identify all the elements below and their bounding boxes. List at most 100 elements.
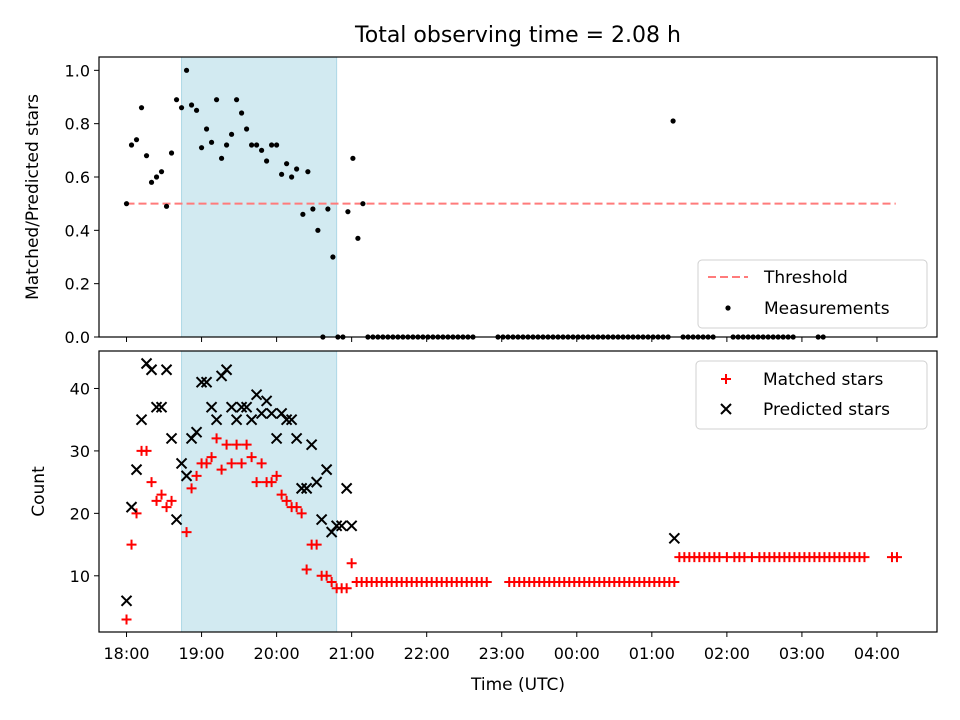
measurement-point: [284, 161, 290, 167]
measurement-point: [360, 201, 366, 207]
measurement-point: [330, 254, 336, 260]
matched-star-point: [156, 489, 167, 500]
predicted-star-point: [265, 407, 278, 420]
predicted-star-point: [150, 401, 163, 413]
predicted-star-point: [240, 401, 253, 413]
measurement-point: [158, 169, 165, 175]
matched-star-point: [891, 552, 902, 563]
measurement-point: [198, 145, 205, 151]
measurement-point: [238, 110, 245, 116]
x-tick-label: 20:00: [254, 644, 300, 663]
predicted-star-point: [180, 470, 193, 482]
predicted-star-point: [305, 438, 318, 451]
matched-star-point: [221, 439, 232, 450]
measurement-point: [213, 97, 220, 103]
measurement-point: [350, 155, 356, 161]
x-tick-label: 02:00: [704, 644, 750, 663]
y-tick-label: 0.4: [65, 221, 90, 240]
matched-star-point: [166, 495, 177, 506]
legend-predicted-swatch: [720, 403, 732, 415]
matched-star-point: [186, 483, 197, 494]
matched-star-point: [301, 564, 312, 575]
matched-star-point: [669, 577, 680, 588]
legend-measurements-label: Measurements: [764, 299, 890, 319]
predicted-star-point: [340, 482, 353, 495]
predicted-star-point: [175, 457, 188, 470]
matched-star-point: [276, 489, 287, 500]
predicted-star-point: [210, 413, 223, 426]
predicted-star-point: [130, 463, 143, 476]
y-tick-label: 1.0: [65, 61, 90, 80]
measurement-point: [183, 67, 190, 73]
predicted-star-point: [190, 426, 203, 438]
predicted-star-point: [200, 376, 213, 388]
measurement-point: [223, 142, 230, 148]
predicted-star-point: [220, 364, 233, 376]
axes-frame: [98, 350, 938, 633]
measurement-point: [325, 206, 331, 212]
measurement-point: [305, 169, 311, 175]
predicted-star-point: [125, 501, 138, 513]
predicted-star-point: [165, 432, 178, 445]
matched-star-point: [241, 439, 252, 450]
y-axis-label: Count: [29, 466, 49, 517]
predicted-star-point: [300, 482, 313, 495]
matched-star-point: [161, 502, 172, 513]
legend-measurements-swatch: [725, 305, 731, 311]
predicted-star-point: [250, 389, 263, 401]
measurement-point: [243, 126, 250, 132]
measurement-point: [345, 209, 351, 215]
measurement-point: [173, 97, 180, 103]
matched-star-point: [266, 477, 277, 488]
matched-star-point: [121, 614, 132, 625]
measurement-point: [253, 142, 260, 148]
x-tick-label: 18:00: [103, 644, 149, 663]
y-tick-label: 0.0: [65, 328, 90, 347]
matched-star-point: [131, 508, 142, 519]
predicted-star-point: [345, 520, 358, 532]
measurement-point: [289, 174, 295, 180]
predicted-star-point: [160, 364, 173, 376]
matched-star-point: [246, 452, 257, 463]
legend-matched-label: Matched stars: [763, 370, 883, 390]
measurement-point: [300, 211, 306, 217]
y-tick-label: 10: [70, 567, 90, 586]
matched-star-point: [311, 539, 322, 550]
predicted-star-point: [205, 401, 218, 413]
matched-star-point: [181, 527, 192, 538]
predicted-star-point: [230, 413, 243, 426]
axes-frame: [98, 56, 938, 338]
predicted-star-point: [120, 595, 133, 607]
predicted-star-point: [195, 376, 208, 388]
predicted-star-point: [315, 513, 328, 526]
x-tick-label: 21:00: [329, 644, 375, 663]
predicted-star-point: [290, 432, 303, 445]
matched-star-point: [481, 577, 492, 588]
measurement-point: [128, 142, 135, 148]
x-tick-label: 22:00: [404, 644, 450, 663]
measurement-point: [193, 107, 200, 113]
measurement-point: [264, 158, 270, 164]
matched-star-point: [231, 439, 242, 450]
predicted-star-point: [320, 463, 333, 476]
measurement-point: [310, 206, 316, 212]
matched-star-point: [211, 433, 222, 444]
predicted-star-point: [170, 513, 183, 526]
x-tick-label: 03:00: [779, 644, 825, 663]
legend-threshold-label: Threshold: [763, 268, 848, 288]
measurement-point: [294, 166, 300, 172]
matched-star-point: [271, 470, 282, 481]
measurement-point: [188, 102, 195, 108]
count-panel: 18:00 19:00 20:00 21:00 22:00 23:00 00:00 01:00…: [29, 350, 938, 695]
y-tick-label: 40: [70, 379, 90, 398]
legend-box: [697, 259, 928, 329]
measurement-point: [670, 118, 676, 124]
y-axis-label: Matched/Predicted stars: [23, 94, 43, 300]
legend: Matched stars Predicted stars: [695, 360, 928, 430]
measurement-point: [279, 171, 285, 177]
matched-star-point: [141, 445, 152, 456]
matched-star-point: [251, 477, 262, 488]
predicted-star-point: [235, 401, 248, 413]
matched-star-point: [236, 458, 247, 469]
measurement-point: [133, 137, 140, 143]
